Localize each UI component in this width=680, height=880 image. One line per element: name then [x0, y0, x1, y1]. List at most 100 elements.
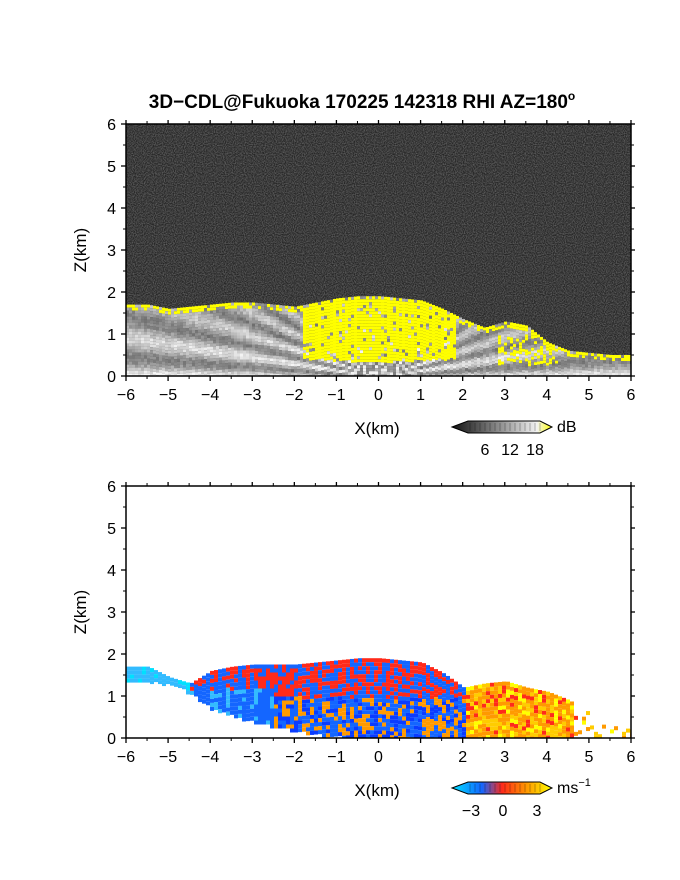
backscatter-cell — [132, 370, 135, 374]
velocity-cell — [342, 675, 346, 680]
backscatter-cell — [318, 304, 321, 308]
backscatter-cell — [222, 330, 225, 334]
backscatter-cell — [297, 345, 300, 349]
velocity-cell — [426, 689, 430, 694]
backscatter-cell — [378, 317, 381, 321]
backscatter-cell — [336, 310, 339, 314]
velocity-cell — [482, 683, 486, 688]
backscatter-cell — [414, 308, 417, 312]
backscatter-cell — [159, 366, 162, 370]
backscatter-cell — [555, 363, 558, 367]
backscatter-cell — [390, 363, 393, 367]
backscatter-cell — [234, 323, 237, 327]
backscatter-cell — [342, 306, 345, 310]
velocity-cell — [274, 724, 278, 729]
backscatter-cell — [420, 366, 423, 370]
velocity-cell — [414, 733, 418, 738]
backscatter-cell — [552, 353, 555, 357]
backscatter-cell — [369, 302, 372, 306]
backscatter-cell — [132, 349, 135, 353]
velocity-cell — [438, 727, 442, 732]
backscatter-cell — [354, 368, 357, 372]
backscatter-cell — [171, 347, 174, 351]
backscatter-cell — [618, 373, 621, 376]
backscatter-cell — [429, 315, 432, 319]
backscatter-cell — [447, 332, 450, 336]
backscatter-cell — [192, 360, 195, 364]
backscatter-cell — [312, 360, 315, 364]
backscatter-cell — [144, 349, 147, 353]
velocity-cell — [526, 703, 530, 708]
backscatter-cell — [360, 305, 363, 309]
backscatter-cell — [378, 332, 381, 336]
velocity-cell — [270, 692, 274, 697]
backscatter-cell — [396, 345, 399, 349]
backscatter-cell — [213, 319, 216, 323]
backscatter-cell — [252, 329, 255, 333]
backscatter-cell — [621, 355, 624, 358]
backscatter-cell — [498, 374, 501, 376]
backscatter-cell — [171, 365, 174, 369]
backscatter-cell — [594, 371, 597, 375]
backscatter-cell — [306, 325, 309, 329]
backscatter-cell — [138, 340, 141, 344]
y-tick-label: 6 — [107, 117, 116, 134]
velocity-cell — [502, 685, 506, 690]
backscatter-cell — [297, 324, 300, 328]
backscatter-cell — [384, 365, 387, 369]
backscatter-cell — [483, 357, 486, 361]
velocity-cell — [414, 713, 418, 718]
velocity-cell — [206, 701, 210, 706]
velocity-cell — [334, 704, 338, 709]
backscatter-cell — [318, 313, 321, 317]
velocity-cell — [478, 692, 482, 697]
backscatter-cell — [372, 299, 375, 303]
backscatter-cell — [429, 366, 432, 370]
backscatter-cell — [318, 316, 321, 320]
backscatter-cell — [144, 370, 147, 374]
backscatter-cell — [531, 329, 534, 333]
backscatter-cell — [357, 332, 360, 336]
velocity-cell — [250, 688, 254, 693]
backscatter-cell — [138, 313, 141, 317]
backscatter-cell — [213, 349, 216, 353]
backscatter-cell — [399, 343, 402, 347]
backscatter-cell — [405, 370, 408, 374]
backscatter-cell — [324, 339, 327, 343]
backscatter-cell — [258, 309, 261, 313]
velocity-cell — [518, 713, 522, 718]
backscatter-cell — [498, 338, 501, 342]
backscatter-cell — [429, 303, 432, 307]
backscatter-cell — [390, 309, 393, 313]
backscatter-cell — [321, 319, 324, 323]
backscatter-cell — [426, 359, 429, 363]
velocity-cell — [318, 662, 322, 667]
backscatter-cell — [384, 356, 387, 360]
velocity-cell — [362, 662, 366, 667]
velocity-cell — [234, 682, 238, 687]
backscatter-cell — [342, 342, 345, 346]
backscatter-cell — [378, 350, 381, 354]
backscatter-cell — [378, 305, 381, 309]
backscatter-cell — [321, 304, 324, 308]
backscatter-cell — [231, 353, 234, 357]
backscatter-cell — [351, 308, 354, 312]
backscatter-cell — [528, 342, 531, 346]
velocity-cell — [434, 717, 438, 722]
backscatter-cell — [222, 351, 225, 355]
backscatter-cell — [369, 347, 372, 351]
backscatter-cell — [210, 322, 213, 326]
backscatter-cell — [510, 361, 513, 365]
backscatter-cell — [531, 332, 534, 336]
backscatter-cell — [324, 312, 327, 316]
backscatter-cell — [324, 345, 327, 349]
velocity-cell — [402, 668, 406, 673]
backscatter-cell — [453, 317, 456, 321]
backscatter-cell — [279, 341, 282, 345]
backscatter-cell — [354, 317, 357, 321]
backscatter-cell — [564, 367, 567, 371]
backscatter-cell — [411, 329, 414, 333]
backscatter-cell — [480, 362, 483, 366]
backscatter-cell — [231, 359, 234, 363]
backscatter-cell — [366, 353, 369, 357]
